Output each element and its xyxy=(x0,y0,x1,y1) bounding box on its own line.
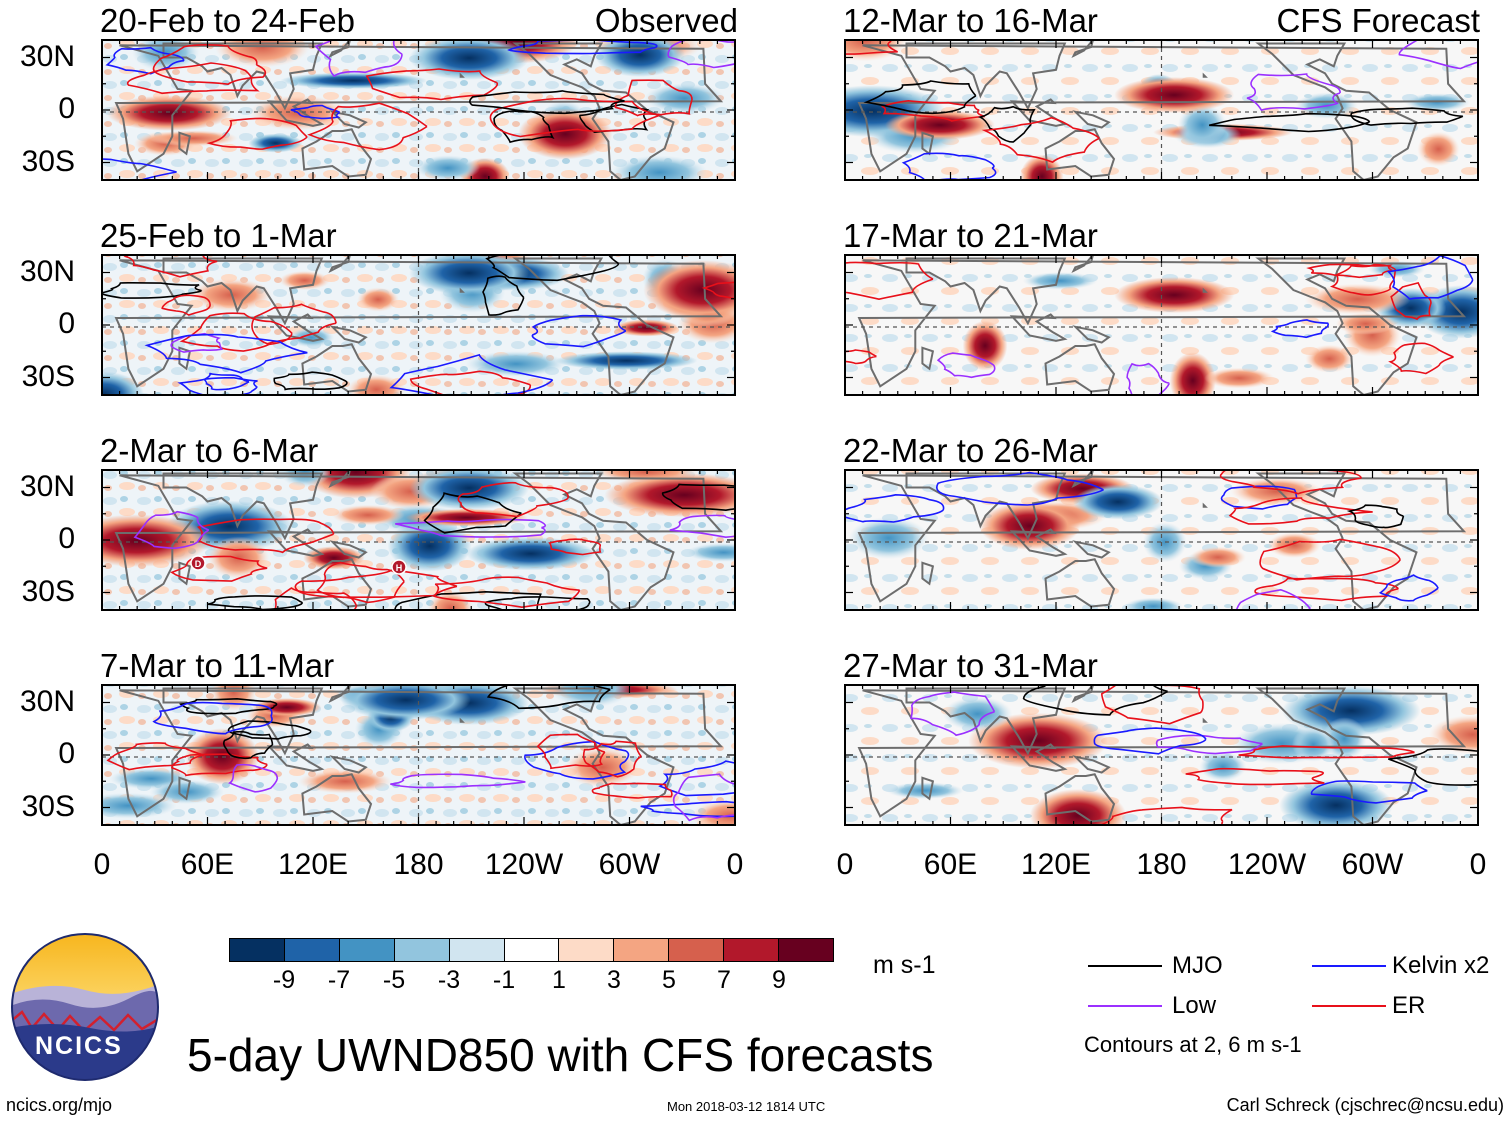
figure-title: 5-day UWND850 with CFS forecasts xyxy=(187,1029,934,1081)
lon-tick-label: 60E xyxy=(180,848,235,881)
map-panel xyxy=(101,39,736,181)
colorbar-tick-label: -1 xyxy=(492,966,516,994)
colorbar-swatch xyxy=(393,939,449,961)
forecast-label: CFS Forecast xyxy=(1276,2,1480,39)
lat-tick-label: 0 xyxy=(58,737,75,770)
lon-tick-label: 60W xyxy=(598,848,661,881)
map-panel xyxy=(844,469,1479,611)
map-panel xyxy=(101,684,736,826)
lon-tick-label: 180 xyxy=(1136,848,1187,881)
panel-date-label-7: 22-Mar to 26-Mar xyxy=(843,432,1098,469)
map-panel xyxy=(844,254,1479,396)
lon-tick-label: 0 xyxy=(1469,848,1487,881)
colorbar-swatch xyxy=(778,939,833,961)
colorbar-tick-label: 5 xyxy=(662,966,676,994)
colorbar-swatch xyxy=(668,939,724,961)
colorbar-tick-label: 9 xyxy=(772,966,786,994)
colorbar-swatch xyxy=(448,939,504,961)
legend-mjo-swatch xyxy=(1088,965,1162,967)
map-panel xyxy=(844,684,1479,826)
map-panel xyxy=(101,254,736,396)
lat-tick-label: 0 xyxy=(58,522,75,555)
lat-tick-label: 30N xyxy=(19,684,75,718)
lon-tick-label: 0 xyxy=(836,848,854,881)
lat-tick-label: 30N xyxy=(19,39,75,73)
lon-tick-label: 120E xyxy=(1020,848,1092,881)
lat-tick-label: 0 xyxy=(58,307,75,340)
legend-kelvin-label: Kelvin x2 xyxy=(1392,952,1490,979)
colorbar-swatch xyxy=(723,939,779,961)
colorbar-swatch xyxy=(613,939,669,961)
lon-tick-label: 0 xyxy=(93,848,111,881)
footer-author: Carl Schreck (cjschrec@ncsu.edu) xyxy=(1226,1095,1504,1115)
colorbar-swatch xyxy=(230,939,284,961)
colorbar-unit: m s-1 xyxy=(873,951,936,979)
lon-tick-label: 60E xyxy=(923,848,978,881)
colorbar-tick-label: -9 xyxy=(272,966,296,994)
panel-date-label-6: 17-Mar to 21-Mar xyxy=(843,217,1098,254)
logo-text: NCICS xyxy=(35,1032,123,1060)
lat-tick-label: 0 xyxy=(58,92,75,125)
colorbar-tick-label: -5 xyxy=(382,966,406,994)
panel-date-label-8: 27-Mar to 31-Mar xyxy=(843,647,1098,684)
lon-tick-label: 120W xyxy=(1227,848,1307,881)
panel-date-label-5: 12-Mar to 16-Mar xyxy=(843,2,1098,39)
lon-tick-label: 120W xyxy=(484,848,564,881)
ncics-logo xyxy=(11,933,159,1081)
legend-kelvin-swatch xyxy=(1312,965,1386,967)
legend-mjo-label: MJO xyxy=(1172,952,1223,979)
legend-low-label: Low xyxy=(1172,992,1217,1019)
colorbar-swatch xyxy=(338,939,394,961)
panel-date-label-4: 7-Mar to 11-Mar xyxy=(100,647,335,684)
legend-note: Contours at 2, 6 m s-1 xyxy=(1084,1032,1302,1057)
colorbar-swatch xyxy=(558,939,614,961)
colorbar-swatch xyxy=(503,939,559,961)
marker-h-circle xyxy=(391,559,407,575)
legend-er-swatch xyxy=(1312,1005,1386,1007)
panel-date-label-1: 20-Feb to 24-Feb xyxy=(100,2,355,39)
colorbar-tick-label: 7 xyxy=(717,966,731,994)
legend-low-swatch xyxy=(1088,1005,1162,1007)
colorbar-swatch xyxy=(283,939,339,961)
colorbar-tick-label: 1 xyxy=(552,966,566,994)
legend-er-label: ER xyxy=(1392,992,1426,1019)
lat-tick-label: 30N xyxy=(19,254,75,288)
observed-label: Observed xyxy=(594,2,738,39)
panel-date-label-3: 2-Mar to 6-Mar xyxy=(100,432,319,469)
colorbar-tick-label: 3 xyxy=(607,966,621,994)
footer-website: ncics.org/mjo xyxy=(6,1095,113,1115)
panel-date-label-2: 25-Feb to 1-Mar xyxy=(100,217,337,254)
lat-tick-label: 30N xyxy=(19,469,75,503)
lat-tick-label: 30S xyxy=(21,789,75,823)
lat-tick-label: 30S xyxy=(21,574,75,608)
marker-h: H xyxy=(396,563,403,573)
colorbar xyxy=(229,938,834,962)
colorbar-tick-label: -3 xyxy=(437,966,461,994)
lon-tick-label: 180 xyxy=(393,848,444,881)
marker-d-circle xyxy=(190,555,206,571)
marker-d: D xyxy=(195,559,202,569)
colorbar-tick-label: -7 xyxy=(327,966,351,994)
map-panel xyxy=(101,469,736,611)
lat-tick-label: 30S xyxy=(21,359,75,393)
lon-tick-label: 60W xyxy=(1341,848,1404,881)
footer-timestamp: Mon 2018-03-12 1814 UTC xyxy=(667,1099,826,1114)
lon-tick-label: 120E xyxy=(277,848,349,881)
lat-tick-label: 30S xyxy=(21,144,75,178)
lon-tick-label: 0 xyxy=(726,848,744,881)
map-panel xyxy=(844,39,1479,181)
